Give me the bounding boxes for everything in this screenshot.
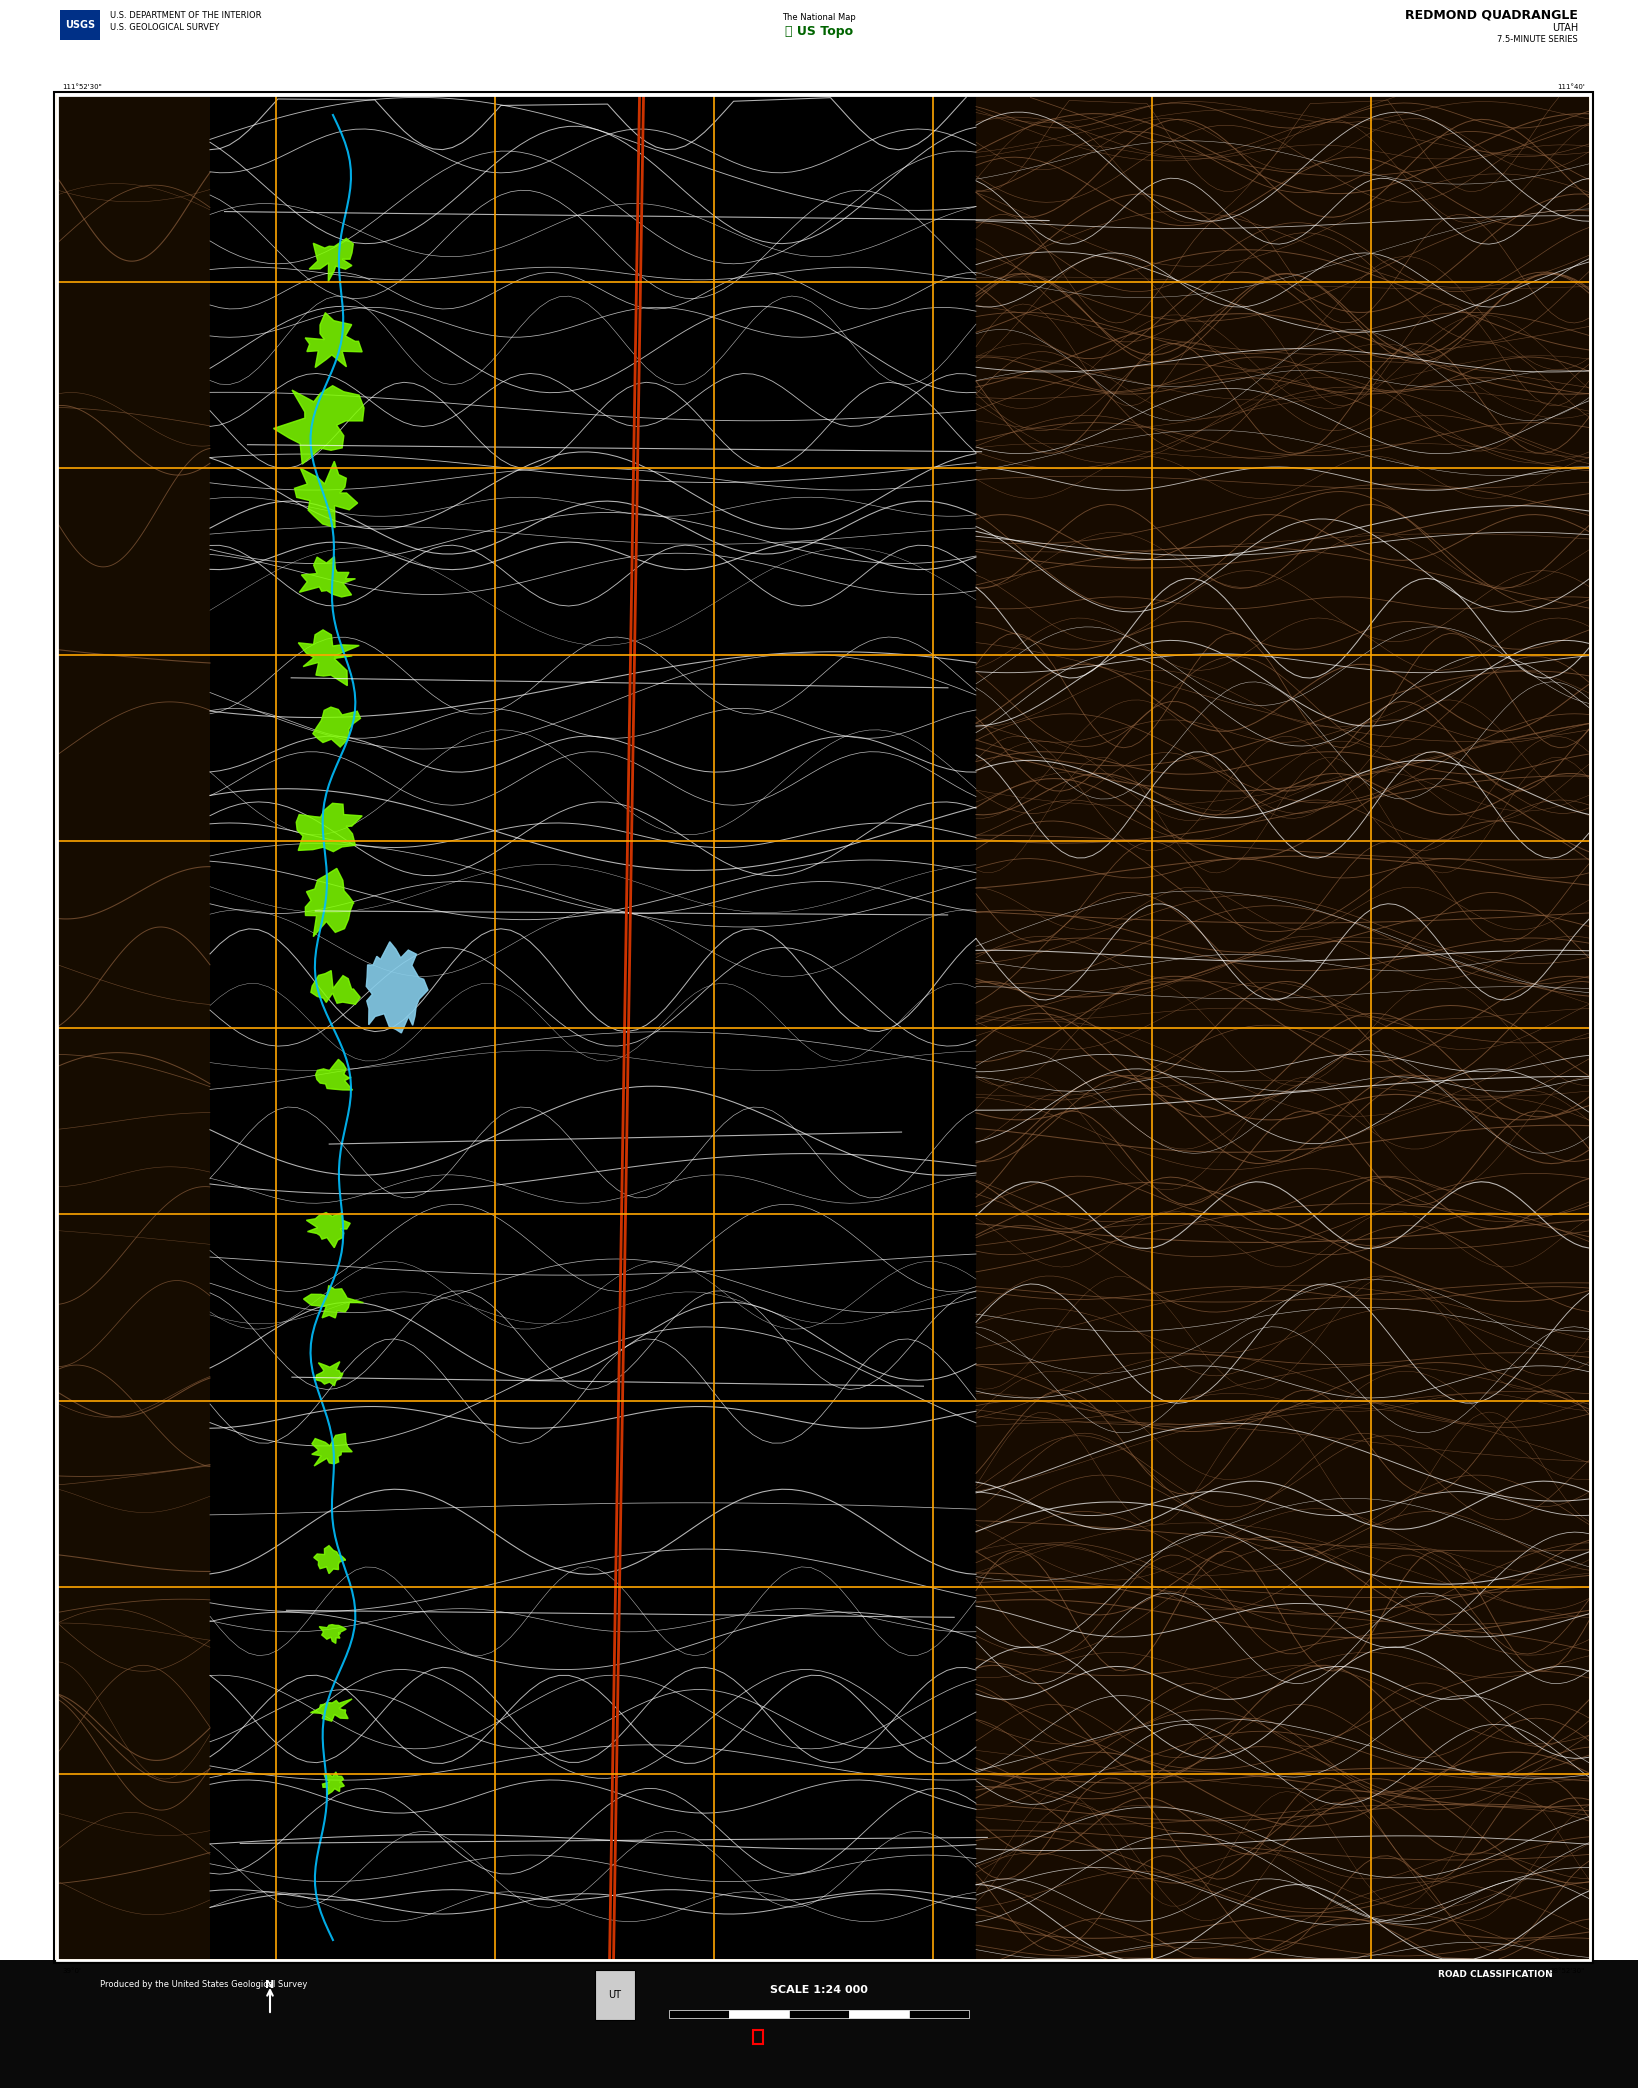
Bar xyxy=(0,1961,1638,2088)
Polygon shape xyxy=(306,1213,351,1249)
Text: SCALE 1:24 000: SCALE 1:24 000 xyxy=(770,1986,868,1994)
Bar xyxy=(909,2011,970,2017)
Text: 39°0': 39°0' xyxy=(62,1969,80,1973)
Bar xyxy=(57,94,210,1961)
Polygon shape xyxy=(310,238,354,282)
Polygon shape xyxy=(311,1700,352,1721)
Polygon shape xyxy=(316,1361,342,1386)
Polygon shape xyxy=(367,942,428,1034)
Polygon shape xyxy=(300,557,355,597)
Polygon shape xyxy=(314,1545,346,1574)
Polygon shape xyxy=(298,631,359,685)
Bar xyxy=(57,94,1590,1961)
Text: UT: UT xyxy=(608,1990,621,2000)
Text: USGS: USGS xyxy=(66,21,95,29)
Polygon shape xyxy=(311,971,360,1004)
Text: ROAD CLASSIFICATION: ROAD CLASSIFICATION xyxy=(1438,1969,1553,1979)
Text: 111°40': 111°40' xyxy=(1558,84,1586,90)
Polygon shape xyxy=(274,386,364,464)
Bar xyxy=(54,92,1594,1963)
Text: The National Map: The National Map xyxy=(781,13,857,23)
Bar xyxy=(729,2011,790,2017)
Polygon shape xyxy=(305,869,354,938)
Polygon shape xyxy=(295,461,357,528)
Polygon shape xyxy=(305,313,362,367)
Polygon shape xyxy=(296,804,362,852)
Polygon shape xyxy=(313,708,360,748)
Polygon shape xyxy=(316,1059,352,1090)
Polygon shape xyxy=(319,1624,346,1643)
Polygon shape xyxy=(303,1286,364,1318)
Bar xyxy=(976,94,1590,1961)
Bar xyxy=(848,2011,909,2017)
Text: 38°52'30": 38°52'30" xyxy=(1550,1969,1586,1973)
Text: 111°52'30": 111°52'30" xyxy=(62,84,102,90)
Bar xyxy=(595,1969,636,2019)
Text: 🗺 US Topo: 🗺 US Topo xyxy=(785,25,853,38)
Bar xyxy=(57,94,1590,1961)
Text: 7.5-MINUTE SERIES: 7.5-MINUTE SERIES xyxy=(1497,35,1577,44)
Bar xyxy=(790,2011,848,2017)
Bar xyxy=(0,0,1638,94)
Text: UTAH: UTAH xyxy=(1551,23,1577,33)
Text: U.S. DEPARTMENT OF THE INTERIOR: U.S. DEPARTMENT OF THE INTERIOR xyxy=(110,10,262,19)
Bar xyxy=(753,2030,763,2044)
Polygon shape xyxy=(311,1434,352,1466)
Text: U.S. GEOLOGICAL SURVEY: U.S. GEOLOGICAL SURVEY xyxy=(110,23,219,33)
Bar xyxy=(61,10,100,40)
Text: Produced by the United States Geological Survey: Produced by the United States Geological… xyxy=(100,1979,308,1990)
Bar xyxy=(668,2011,729,2017)
Text: REDMOND QUADRANGLE: REDMOND QUADRANGLE xyxy=(1405,8,1577,21)
Polygon shape xyxy=(323,1773,344,1796)
Text: N: N xyxy=(265,1979,275,1990)
